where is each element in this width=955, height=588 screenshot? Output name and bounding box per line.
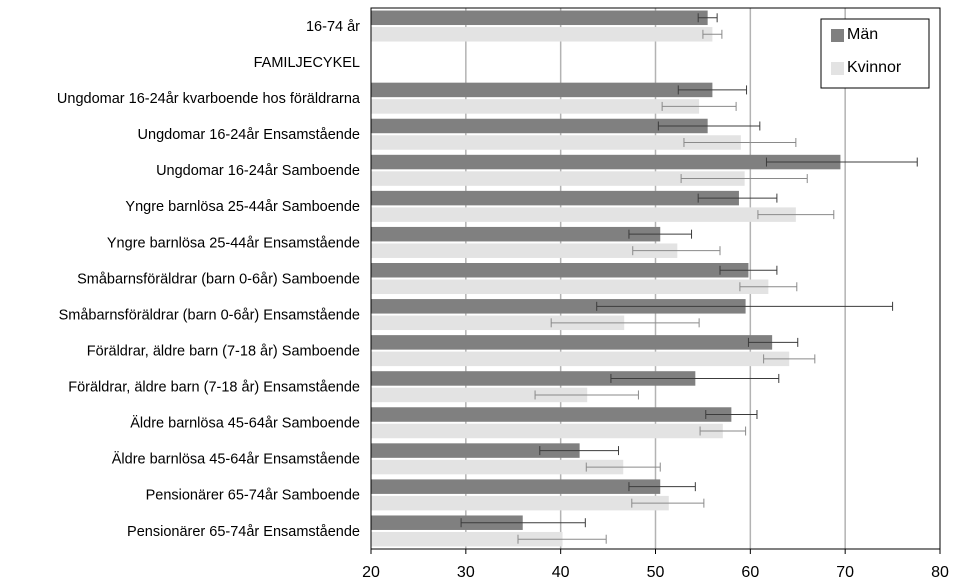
legend-label-man: Män [847,26,878,43]
legend-label-kvinnor: Kvinnor [847,59,902,76]
category-label: Föräldrar, äldre barn (7-18 år) Ensamstå… [68,380,360,396]
bar-man [371,443,580,458]
category-label: Äldre barnlösa 45-64år Ensamstående [112,451,360,468]
category-label: Äldre barnlösa 45-64år Samboende [130,415,360,432]
bar-man [371,154,841,170]
bar-kvinnor [371,387,588,403]
x-tick-label: 80 [931,564,949,581]
category-label: Ungdomar 16-24år Ensamstående [138,127,360,143]
category-label: Föräldrar, äldre barn (7-18 år) Samboend… [87,343,360,359]
x-tick-label: 60 [741,564,759,581]
bar-man [371,515,523,530]
bars [371,10,841,547]
bar-kvinnor [371,495,669,511]
x-tick-label: 20 [362,564,380,581]
bar-kvinnor [371,315,625,331]
legend: Män Kvinnor [820,18,930,89]
bar-kvinnor [371,351,790,367]
bar-man [371,371,696,386]
category-label: Ungdomar 16-24år Samboende [156,163,360,179]
bar-kvinnor [371,171,745,186]
category-label: Yngre barnlösa 25-44år Ensamstående [107,235,360,251]
category-label: Småbarnsföräldrar (barn 0-6år) Samboende [77,271,360,287]
x-tick-label: 50 [647,564,665,581]
bar-man [371,190,739,206]
x-tick-label: 70 [836,564,854,581]
bar-kvinnor [371,279,769,294]
bar-man [371,10,708,26]
x-tick-label: 30 [457,564,475,581]
category-label: 16-74 år [306,19,360,35]
category-label: Pensionärer 65-74år Ensamstående [127,524,360,540]
bar-kvinnor [371,243,678,258]
x-tick-label: 40 [552,564,570,581]
grid-lines [465,8,846,549]
legend-swatch-man [831,29,844,42]
bar-kvinnor [371,423,723,439]
category-labels: 16-74 år FAMILJECYKEL Ungdomar 16-24år kva… [57,19,361,540]
category-label: Yngre barnlösa 25-44år Samboende [125,199,360,215]
category-label: Ungdomar 16-24år kvarboende hos föräldra… [57,91,361,107]
category-label: Småbarnsföräldrar (barn 0-6år) Ensamståe… [59,307,360,323]
x-axis: 20 30 40 50 60 70 80 [362,549,949,581]
bar-man [371,82,713,98]
legend-swatch-kvinnor [831,62,844,75]
bar-man [371,263,749,278]
bar-man [371,118,708,134]
bar-man [371,335,773,350]
bar-man [371,479,661,494]
bar-man [371,299,746,314]
bar-kvinnor [371,27,713,42]
bar-kvinnor [371,99,700,114]
bar-man [371,226,661,242]
bar-kvinnor [371,531,563,547]
error-bars [460,13,918,544]
category-label: Pensionärer 65-74år Samboende [146,488,360,504]
bar-kvinnor [371,459,624,475]
bar-man [371,407,732,422]
category-label: FAMILJECYKEL [254,55,360,71]
bar-kvinnor [371,207,796,222]
bar-kvinnor [371,135,741,150]
